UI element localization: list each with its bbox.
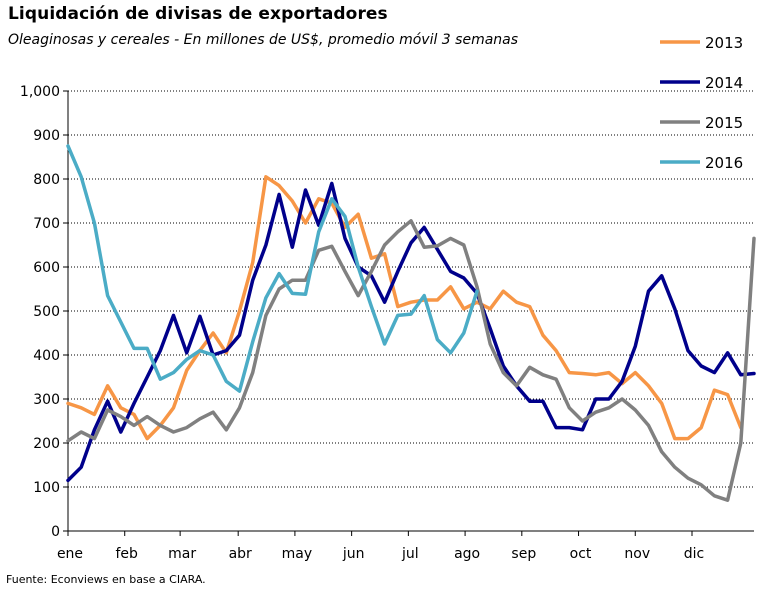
y-tick-label: 500	[33, 304, 60, 320]
series-line-2013	[66, 175, 743, 441]
y-tick-label: 900	[33, 128, 60, 144]
axes: 0 100 200 300 400 500 600 700 800 900 1,000 ene feb m…	[20, 84, 754, 562]
y-tick-label: 200	[33, 436, 60, 452]
x-tick-label: jul	[401, 546, 419, 562]
x-tick-label: oct	[570, 546, 592, 562]
legend-label-2014: 2014	[705, 74, 743, 92]
series-line-2016	[66, 144, 479, 393]
y-tick-label: 700	[33, 216, 60, 232]
x-tick-label: ago	[454, 546, 480, 562]
x-tick-label: jun	[342, 546, 365, 562]
legend-label-2015: 2015	[705, 114, 743, 132]
gridlines	[68, 90, 754, 488]
series-line-2015	[66, 219, 756, 502]
x-tick-label: feb	[116, 546, 139, 562]
x-tick-label: sep	[511, 546, 536, 562]
legend: 2013 2014 2015 2016	[660, 34, 743, 172]
x-tick-label: nov	[624, 546, 650, 562]
series-line-2014	[66, 181, 756, 483]
y-tick-label: 0	[51, 524, 60, 540]
x-tick-label: may	[282, 546, 313, 562]
legend-label-2016: 2016	[705, 154, 743, 172]
x-tick-label: abr	[229, 546, 252, 562]
x-tick-label: mar	[168, 546, 196, 562]
y-tick-label: 800	[33, 172, 60, 188]
y-tick-label: 600	[33, 260, 60, 276]
y-tick-label: 1,000	[20, 84, 60, 100]
series-lines	[66, 144, 756, 502]
y-tick-label: 100	[33, 480, 60, 496]
y-tick-label: 300	[33, 392, 60, 408]
y-tick-label: 400	[33, 348, 60, 364]
source-note: Fuente: Econviews en base a CIARA.	[6, 573, 206, 586]
chart-title: Liquidación de divisas de exportadores	[8, 4, 388, 24]
legend-label-2013: 2013	[705, 34, 743, 52]
x-tick-label: ene	[57, 546, 83, 562]
x-tick-label: dic	[684, 546, 704, 562]
chart-subtitle: Oleaginosas y cereales - En millones de …	[8, 32, 519, 48]
